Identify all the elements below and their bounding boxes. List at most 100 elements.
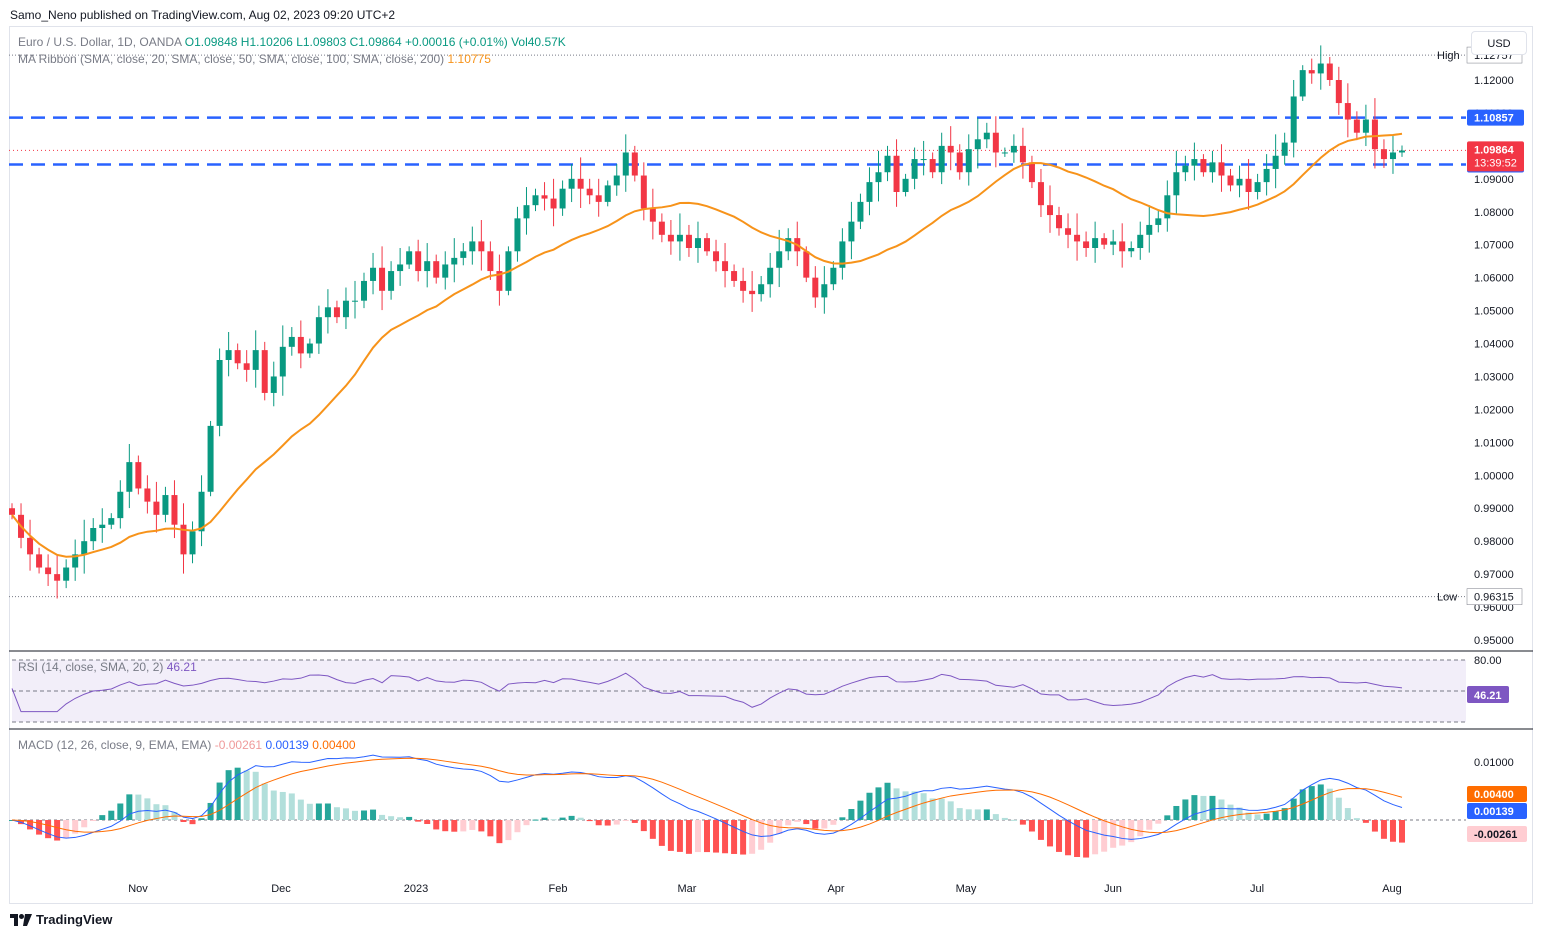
- macd-histogram-bar: [261, 783, 268, 820]
- rsi-tick-label: 80.00: [1474, 655, 1502, 667]
- horizontal-levels: [9, 54, 1466, 598]
- macd-histogram-bar: [361, 810, 368, 820]
- candle-body: [704, 238, 710, 252]
- footer-brand[interactable]: TradingView: [10, 912, 112, 927]
- candle-body: [884, 155, 891, 173]
- tradingview-logo-icon: [10, 913, 32, 926]
- macd-signal-value: 0.00400: [312, 738, 356, 752]
- macd-histogram-bar: [1182, 799, 1189, 820]
- time-tick-label: Aug: [1382, 883, 1402, 895]
- macd-histogram-bar: [370, 809, 377, 820]
- legend-macd[interactable]: MACD (12, 26, close, 9, EMA, EMA) -0.002…: [18, 738, 356, 752]
- volume-value: Vol40.57K: [511, 35, 566, 49]
- high-value: H1.10206: [240, 35, 293, 49]
- currency-button[interactable]: USD: [1471, 31, 1527, 55]
- candle-body: [1101, 238, 1108, 245]
- candle-body: [406, 251, 413, 265]
- candle-body: [478, 241, 485, 252]
- macd-histogram-bar: [270, 790, 277, 820]
- macd-value-label: 0.00400: [1474, 789, 1514, 801]
- candle-body: [1137, 234, 1144, 248]
- price-tick-label: 1.04000: [1474, 339, 1514, 351]
- candle-body: [297, 336, 304, 354]
- macd-histogram-bar: [685, 820, 692, 854]
- rsi-line: [11, 672, 1403, 713]
- candle-body: [469, 241, 476, 252]
- candle-body: [27, 537, 34, 555]
- candle-body: [1028, 162, 1035, 183]
- candle-body: [559, 188, 566, 209]
- candle-body: [523, 205, 530, 219]
- macd-histogram-bar: [559, 817, 566, 820]
- macd-histogram-bar: [388, 816, 395, 820]
- macd-histogram-bar: [631, 820, 638, 823]
- candle-body: [63, 567, 70, 581]
- macd-histogram-bar: [1335, 797, 1342, 820]
- candle-body: [1362, 119, 1369, 133]
- time-tick-label: May: [956, 883, 977, 895]
- macd-histogram-bar: [929, 798, 936, 820]
- price-tick-label: 1.03000: [1474, 371, 1514, 383]
- macd-value-box: [1467, 786, 1527, 802]
- candle-body: [1227, 175, 1234, 186]
- candle-body: [550, 198, 557, 209]
- candle-body: [45, 567, 52, 575]
- macd-histogram-bar: [108, 810, 115, 820]
- macd-histogram-bar: [676, 820, 683, 852]
- macd-histogram-bar: [333, 807, 340, 820]
- macd-histogram-bar: [478, 820, 485, 832]
- macd-histogram-bar: [1362, 820, 1369, 823]
- candle-body: [1200, 159, 1207, 173]
- macd-histogram-bar: [965, 809, 972, 820]
- macd-histogram-bar: [613, 820, 620, 825]
- candle-body: [1056, 215, 1063, 229]
- macd-tick-label: 0.01000: [1474, 757, 1514, 769]
- macd-histogram-bar: [189, 820, 196, 825]
- time-tick-label: Dec: [271, 883, 291, 895]
- price-tick-label: 1.06000: [1474, 273, 1514, 285]
- macd-histogram-bar: [1110, 820, 1117, 848]
- rsi-value-box: [1467, 686, 1509, 703]
- macd-hist-value: -0.00261: [214, 738, 263, 752]
- macd-histogram-bar: [1065, 820, 1072, 856]
- last-price-value: 1.09864: [1474, 144, 1515, 156]
- candle-body: [351, 300, 358, 302]
- candle-body: [812, 277, 819, 298]
- macd-histogram-bar: [90, 820, 97, 821]
- macd-histogram-bar: [216, 782, 223, 820]
- candle-body: [622, 152, 629, 176]
- macd-histogram-bar: [442, 820, 449, 832]
- macd-histogram-bar: [1399, 820, 1405, 843]
- macd-histogram-bar: [1317, 784, 1324, 820]
- candle-body: [1164, 195, 1171, 219]
- candle-body: [1399, 150, 1405, 153]
- macd-value-box: [1467, 826, 1527, 842]
- macd-histogram-bar: [397, 817, 404, 820]
- candle-body: [1074, 234, 1081, 242]
- candle-body: [1326, 63, 1333, 80]
- macd-histogram-bar: [523, 820, 530, 826]
- candle-body: [252, 350, 259, 370]
- candle-body: [424, 261, 431, 272]
- candle-body: [1281, 142, 1288, 156]
- candle-body: [1010, 145, 1017, 153]
- macd-histogram-bar: [893, 788, 900, 820]
- candle-body: [1218, 162, 1225, 176]
- macd-histogram-bar: [424, 820, 431, 825]
- macd-histogram-bar: [1101, 820, 1108, 852]
- macd-histogram-bar: [794, 820, 801, 822]
- macd-histogram-bar: [1056, 820, 1063, 852]
- candle-body: [911, 159, 918, 179]
- macd-histogram-bar: [1128, 820, 1135, 843]
- macd-histogram-bar: [496, 820, 503, 844]
- macd-histogram-bar: [315, 803, 322, 820]
- legend-ma[interactable]: MA Ribbon (SMA, close, 20, SMA, close, 5…: [18, 52, 491, 66]
- macd-settings: MACD (12, 26, close, 9, EMA, EMA): [18, 738, 212, 752]
- price-tick-label: 1.00000: [1474, 470, 1514, 482]
- candle-body: [433, 261, 440, 278]
- rsi-value-label: 46.21: [1474, 690, 1502, 702]
- axis-labels: High1.12757Low0.963151.108571.094361.098…: [1437, 46, 1524, 605]
- legend-rsi[interactable]: RSI (14, close, SMA, 20, 2) 46.21: [18, 660, 197, 674]
- open-value: O1.09848: [184, 35, 238, 49]
